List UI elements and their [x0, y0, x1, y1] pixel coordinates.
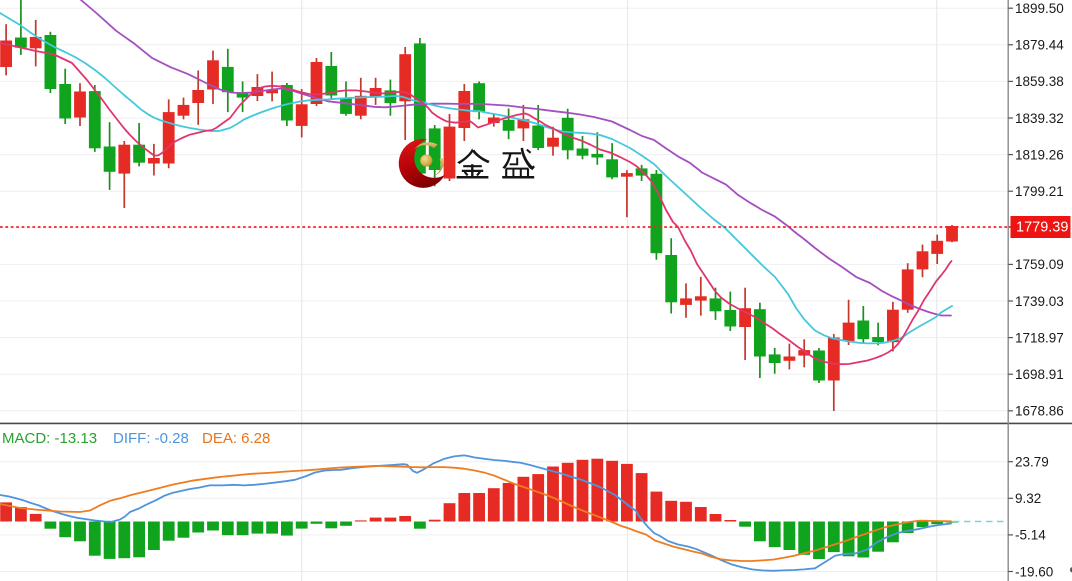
svg-text:1678.86: 1678.86 [1015, 404, 1064, 419]
svg-text:1739.03: 1739.03 [1015, 294, 1064, 309]
svg-text:-5.14: -5.14 [1015, 528, 1046, 543]
svg-text:1899.50: 1899.50 [1015, 1, 1064, 16]
svg-text:1698.91: 1698.91 [1015, 367, 1064, 382]
svg-text:DIFF: -0.28: DIFF: -0.28 [113, 430, 189, 447]
svg-text:-19.60: -19.60 [1015, 564, 1053, 579]
svg-text:DEA: 6.28: DEA: 6.28 [202, 430, 270, 447]
svg-text:MACD: -13.13: MACD: -13.13 [2, 430, 97, 447]
svg-text:23.79: 23.79 [1015, 455, 1049, 470]
svg-text:1759.09: 1759.09 [1015, 257, 1064, 272]
svg-text:9.32: 9.32 [1015, 491, 1041, 506]
svg-text:1779.39: 1779.39 [1016, 220, 1068, 236]
svg-text:1879.44: 1879.44 [1015, 38, 1064, 53]
svg-text:1799.21: 1799.21 [1015, 184, 1064, 199]
svg-text:1718.97: 1718.97 [1015, 330, 1064, 345]
svg-text:1839.32: 1839.32 [1015, 111, 1064, 126]
svg-text:1859.38: 1859.38 [1015, 74, 1064, 89]
svg-text:1819.26: 1819.26 [1015, 147, 1064, 162]
